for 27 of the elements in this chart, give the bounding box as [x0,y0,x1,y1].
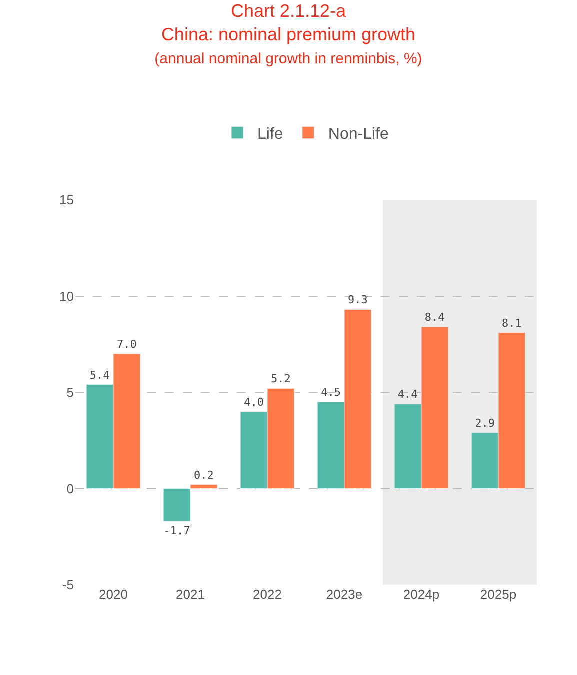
chart-subtitle: (annual nominal growth in renminbis, %) [154,50,422,68]
legend-label: Life [258,126,284,144]
data-label: 0.2 [194,468,214,482]
data-label: 4.4 [398,388,418,402]
data-label: 8.1 [502,316,522,330]
data-label: 4.5 [321,386,341,400]
data-label: 2.9 [475,416,495,430]
data-label: -1.7 [164,524,190,538]
data-label: 4.0 [244,396,264,409]
y-tick-label: -5 [62,578,74,593]
y-tick-label: 10 [60,288,74,304]
legend-label: Non-Life [328,126,389,144]
y-tick-label: 15 [60,192,74,208]
x-tick-label: 2023e [326,587,363,602]
x-tick-label: 2022 [253,587,282,602]
chart-title: Chart 2.1.12-a China: nominal premium growth [161,0,416,44]
data-label: 5.4 [90,368,110,382]
x-tick-label: 2021 [176,587,205,602]
x-tick-label: 2024p [403,587,440,602]
x-tick-label: 2020 [99,587,128,602]
x-tick-label: 2025p [480,587,517,602]
data-label: 9.3 [348,294,368,307]
y-tick-label: 0 [66,481,74,496]
data-label: 7.0 [117,338,137,351]
data-label: 5.2 [271,372,291,386]
y-tick-label: 5 [66,385,74,400]
data-label: 8.4 [424,311,446,324]
